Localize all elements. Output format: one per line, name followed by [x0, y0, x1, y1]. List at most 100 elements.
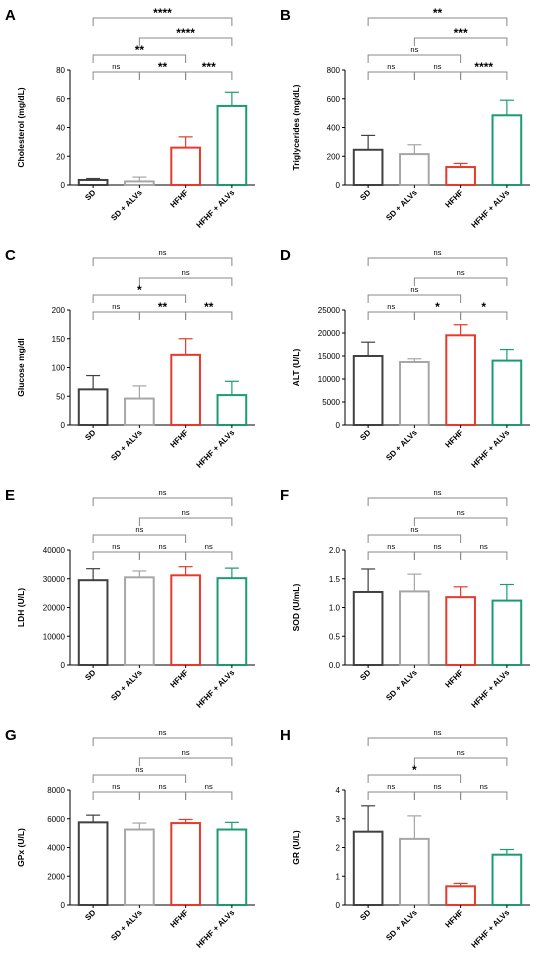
y-axis-label: Glucose mg/dl: [16, 338, 26, 397]
y-tick-label: 1.5: [329, 575, 341, 584]
significance-label: ns: [387, 542, 395, 551]
y-tick-label: 20000: [318, 329, 341, 338]
significance-label: ns: [434, 782, 442, 791]
bar-hfhf: [170, 574, 201, 666]
bar-chart-c: C Glucose mg/dl 0 50 100 150 200 SD SD + ALVs HFH…: [5, 247, 255, 470]
x-tick-label: SD: [83, 668, 97, 682]
panel-letter: D: [280, 247, 291, 264]
y-tick-label: 8000: [47, 786, 65, 795]
panel-letter: E: [5, 487, 15, 504]
y-tick-label: 20: [56, 152, 65, 161]
significance-label: ns: [112, 62, 120, 71]
significance-bracket: [92, 534, 187, 543]
y-tick-label: 200: [52, 306, 66, 315]
y-tick-label: 25000: [318, 306, 341, 315]
significance-label: ns: [387, 302, 395, 311]
bar-sd-alvs: [399, 837, 430, 906]
y-axis-label: GPx (U/L): [16, 828, 26, 867]
significance-bracket: [413, 71, 462, 80]
significance-label: ns: [410, 285, 418, 294]
significance-bracket: [460, 71, 508, 80]
y-tick-label: 0.5: [329, 632, 341, 641]
significance-label: ns: [457, 508, 465, 517]
y-tick-label: 800: [327, 66, 341, 75]
significance-bracket: [138, 757, 233, 766]
bar-sd-alvs: [124, 397, 155, 427]
significance-bracket: [413, 277, 508, 286]
significance-bracket: [138, 517, 233, 526]
bar-hfhf: [170, 146, 201, 186]
y-tick-label: 1: [336, 872, 341, 881]
significance-label: ns: [434, 542, 442, 551]
bar-hfhf: [445, 166, 476, 186]
bar-sd: [77, 821, 109, 906]
significance-bracket: [92, 294, 187, 303]
panel-a: A Cholesterol (mg/dL) 0 20 40 60 80 SD SD + ALVs…: [0, 0, 275, 240]
bar-sd: [77, 579, 109, 666]
bar-sd-alvs: [399, 153, 430, 186]
significance-label: ns: [205, 542, 213, 551]
y-tick-label: 10000: [318, 375, 341, 384]
panel-d: D ALT (U/L) 0 5000 10000 15000 20000 25000 SD SD …: [275, 240, 550, 480]
significance-label: ns: [135, 525, 143, 534]
y-tick-label: 400: [327, 124, 341, 133]
x-tick-label: SD: [83, 908, 97, 922]
x-tick-label: HFHF + ALVs: [470, 908, 512, 950]
y-tick-label: 2.0: [329, 546, 341, 555]
significance-label: ns: [434, 62, 442, 71]
significance-bracket: [460, 551, 508, 560]
bar-sd-alvs: [399, 590, 430, 666]
significance-bracket: [367, 737, 508, 746]
significance-label: *: [137, 283, 142, 297]
y-tick-label: 0: [61, 421, 66, 430]
significance-bracket: [185, 311, 233, 320]
panel-h: H GR (U/L) 0 1 2 3 4 SD SD + ALVs HFHF HFHF + ALVs…: [275, 720, 550, 960]
significance-label: **: [135, 43, 145, 57]
significance-label: **: [433, 6, 443, 20]
bar-hfhf: [445, 334, 476, 426]
significance-bracket: [92, 791, 140, 800]
significance-bracket: [92, 54, 187, 63]
y-tick-label: 150: [52, 335, 66, 344]
bar-sd: [352, 590, 384, 666]
significance-label: ns: [434, 488, 442, 497]
significance-label: ns: [457, 748, 465, 757]
significance-label: ns: [159, 728, 167, 737]
significance-bracket: [92, 257, 233, 266]
y-tick-label: 6000: [47, 815, 65, 824]
bar-sd: [77, 388, 109, 427]
x-tick-label: HFHF + ALVs: [470, 668, 512, 710]
bar-sd-alvs: [124, 828, 155, 906]
x-tick-label: HFHF: [169, 428, 191, 450]
significance-label: ****: [474, 60, 493, 74]
panel-b: B Triglycerides (mg/dL) 0 200 400 600 800 SD SD …: [275, 0, 550, 240]
y-axis-label: Triglycerides (mg/dL): [291, 84, 301, 170]
x-tick-label: SD + ALVs: [109, 668, 144, 703]
bar-hfhf: [445, 885, 476, 906]
panel-letter: F: [280, 487, 289, 504]
bar-chart-h: H GR (U/L) 0 1 2 3 4 SD SD + ALVs HFHF HFHF + ALVs…: [280, 727, 530, 950]
significance-label: **: [204, 300, 214, 314]
y-tick-label: 0: [336, 901, 341, 910]
panel-letter: B: [280, 7, 291, 24]
significance-bracket: [185, 791, 233, 800]
bar-hfhf: [170, 353, 201, 426]
significance-label: ****: [176, 26, 195, 40]
significance-bracket: [460, 791, 508, 800]
significance-label: ns: [434, 248, 442, 257]
significance-label: ns: [182, 268, 190, 277]
y-tick-label: 0: [336, 181, 341, 190]
significance-label: ns: [480, 542, 488, 551]
x-tick-label: HFHF: [444, 908, 466, 930]
y-tick-label: 0: [61, 661, 66, 670]
y-tick-label: 50: [56, 392, 65, 401]
y-tick-label: 200: [327, 152, 341, 161]
bar-hfhf-alvs: [216, 394, 248, 427]
x-tick-label: HFHF: [444, 668, 466, 690]
x-tick-label: HFHF + ALVs: [195, 668, 237, 710]
y-tick-label: 3: [336, 815, 341, 824]
significance-bracket: [92, 737, 233, 746]
x-tick-label: HFHF: [169, 668, 191, 690]
significance-bracket: [367, 551, 415, 560]
bar-chart-g: G GPx (U/L) 0 2000 4000 6000 8000 SD SD + ALVs HF…: [5, 727, 255, 950]
